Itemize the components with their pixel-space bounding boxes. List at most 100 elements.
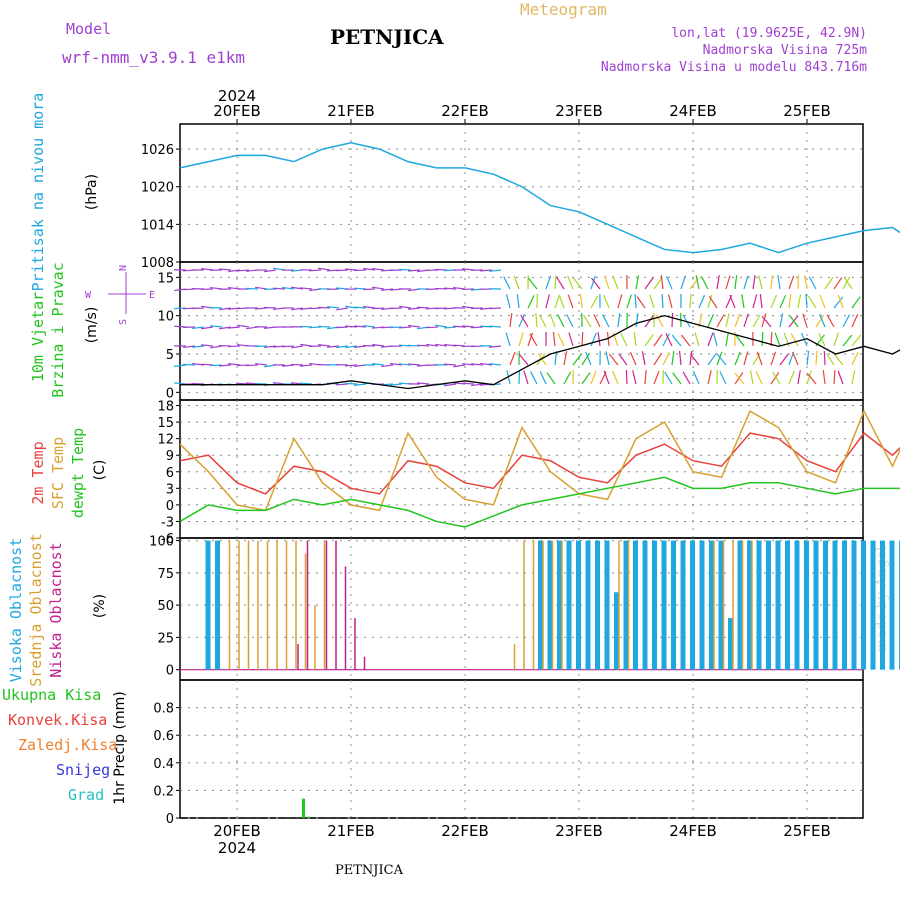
wind-arrow xyxy=(201,326,214,330)
wind-arrow xyxy=(752,275,756,290)
wind-arrow xyxy=(372,363,385,366)
cloud-bar-high xyxy=(604,540,610,670)
wind-arrow xyxy=(680,275,686,290)
wind-arrow xyxy=(680,334,691,347)
wind-arrow xyxy=(644,369,647,385)
wind-arrow xyxy=(580,294,583,309)
wind-arrow xyxy=(805,293,808,309)
wind-arrow xyxy=(707,370,712,385)
wind-arrow xyxy=(408,307,421,310)
wind-arrow xyxy=(653,352,663,366)
wind-arrow xyxy=(344,268,358,271)
wind-arrow xyxy=(353,306,367,309)
wind-arrow xyxy=(851,296,861,309)
wind-arrow xyxy=(635,313,639,328)
wind-arrow xyxy=(665,275,673,290)
pressure-label: Pritisak na nivou mora xyxy=(29,93,47,292)
wind-arrow xyxy=(617,313,621,328)
cloud-bar-high xyxy=(880,540,885,670)
precip-frame xyxy=(179,679,864,819)
wind-arrow xyxy=(461,325,475,328)
wind-arrow xyxy=(453,364,466,368)
wind-arrow xyxy=(291,382,304,385)
wind-arrow xyxy=(779,294,787,309)
wind-arrow xyxy=(671,334,682,347)
wind-arrow xyxy=(381,364,394,368)
wind-arrow xyxy=(662,333,670,347)
year-top: 2024 xyxy=(218,87,256,105)
cloud-bar-high xyxy=(823,540,828,670)
wind-arrow xyxy=(443,287,457,290)
wind-arrow xyxy=(851,370,856,385)
wind-arrow xyxy=(299,364,313,367)
wind-arrow xyxy=(759,294,763,309)
wind-arrow xyxy=(635,275,640,290)
wind-arrow xyxy=(291,345,304,349)
cloud-bar-high xyxy=(861,540,866,670)
wind-arrow xyxy=(707,294,713,309)
wind-arrow xyxy=(842,314,851,328)
wind-arrow xyxy=(282,364,295,367)
cloud-bar-high xyxy=(633,540,638,670)
wind-arrow xyxy=(743,351,749,366)
wind-arrow xyxy=(734,275,738,290)
cloud-bar-high xyxy=(842,540,847,670)
wind-arrow xyxy=(734,351,741,366)
cloud-bar-high xyxy=(576,540,581,670)
wind-arrow xyxy=(488,307,502,310)
wind-arrow xyxy=(719,371,727,385)
wind-arrow xyxy=(752,294,758,309)
wind-arrow xyxy=(554,351,558,366)
compass-w: W xyxy=(85,290,92,301)
legend-grad: Grad xyxy=(68,786,104,804)
wind-arrow xyxy=(851,334,862,347)
wind-arrow xyxy=(344,364,358,367)
wind-arrow xyxy=(254,345,268,348)
wind-arrow xyxy=(851,313,859,328)
cloud-bar-high xyxy=(737,540,743,670)
wind-arrow xyxy=(815,315,825,328)
wind-arrow xyxy=(264,345,277,348)
cloud-bar-high xyxy=(680,540,686,670)
compass-e: E xyxy=(149,290,155,301)
wind-arrow xyxy=(237,324,250,328)
wind-arrow xyxy=(590,277,601,290)
wind-arrow xyxy=(581,331,584,347)
wind-arrow xyxy=(818,313,826,328)
cloud-label-1: Visoka Oblacnost xyxy=(7,538,25,683)
model-label: Model xyxy=(66,20,111,38)
wind-arrow xyxy=(435,343,448,347)
pressure-tick-label: 1014 xyxy=(141,218,174,233)
legend-total-rain: Ukupna Kisa xyxy=(2,686,101,704)
cloud-bar-high xyxy=(851,540,857,670)
wind-arrow xyxy=(480,362,493,366)
wind-arrow xyxy=(756,351,763,366)
year-bottom: 2024 xyxy=(218,839,256,857)
wind-arrow xyxy=(336,345,349,349)
wind-arrow xyxy=(707,332,714,347)
x-tick-label-bottom: 20FEB xyxy=(213,822,260,840)
wind-arrow xyxy=(192,345,205,348)
wind-arrow xyxy=(602,314,610,328)
wind-arrow xyxy=(245,287,259,290)
wind-speed-line xyxy=(180,314,900,390)
wind-arrow xyxy=(603,370,610,385)
wind-arrow xyxy=(228,269,241,273)
wind-arrow xyxy=(353,325,367,328)
wind-arrow xyxy=(725,275,731,290)
wind-arrow xyxy=(407,363,421,366)
wind-arrow xyxy=(539,371,547,385)
wind-arrow xyxy=(317,306,331,309)
wind-arrow xyxy=(545,275,552,290)
wind-arrow xyxy=(716,351,723,366)
wind-arrow xyxy=(695,275,700,290)
marks-layer xyxy=(173,142,900,819)
wind-arrow xyxy=(716,353,727,366)
wind-arrow xyxy=(299,287,313,290)
legend-snow: Snijeg xyxy=(56,761,110,779)
temp-line-0 xyxy=(179,432,900,495)
wind-label-2: Brzina i Pravac xyxy=(49,262,67,397)
wind-arrow xyxy=(665,333,673,347)
wind-arrow xyxy=(318,344,331,347)
wind-arrow xyxy=(554,294,561,309)
